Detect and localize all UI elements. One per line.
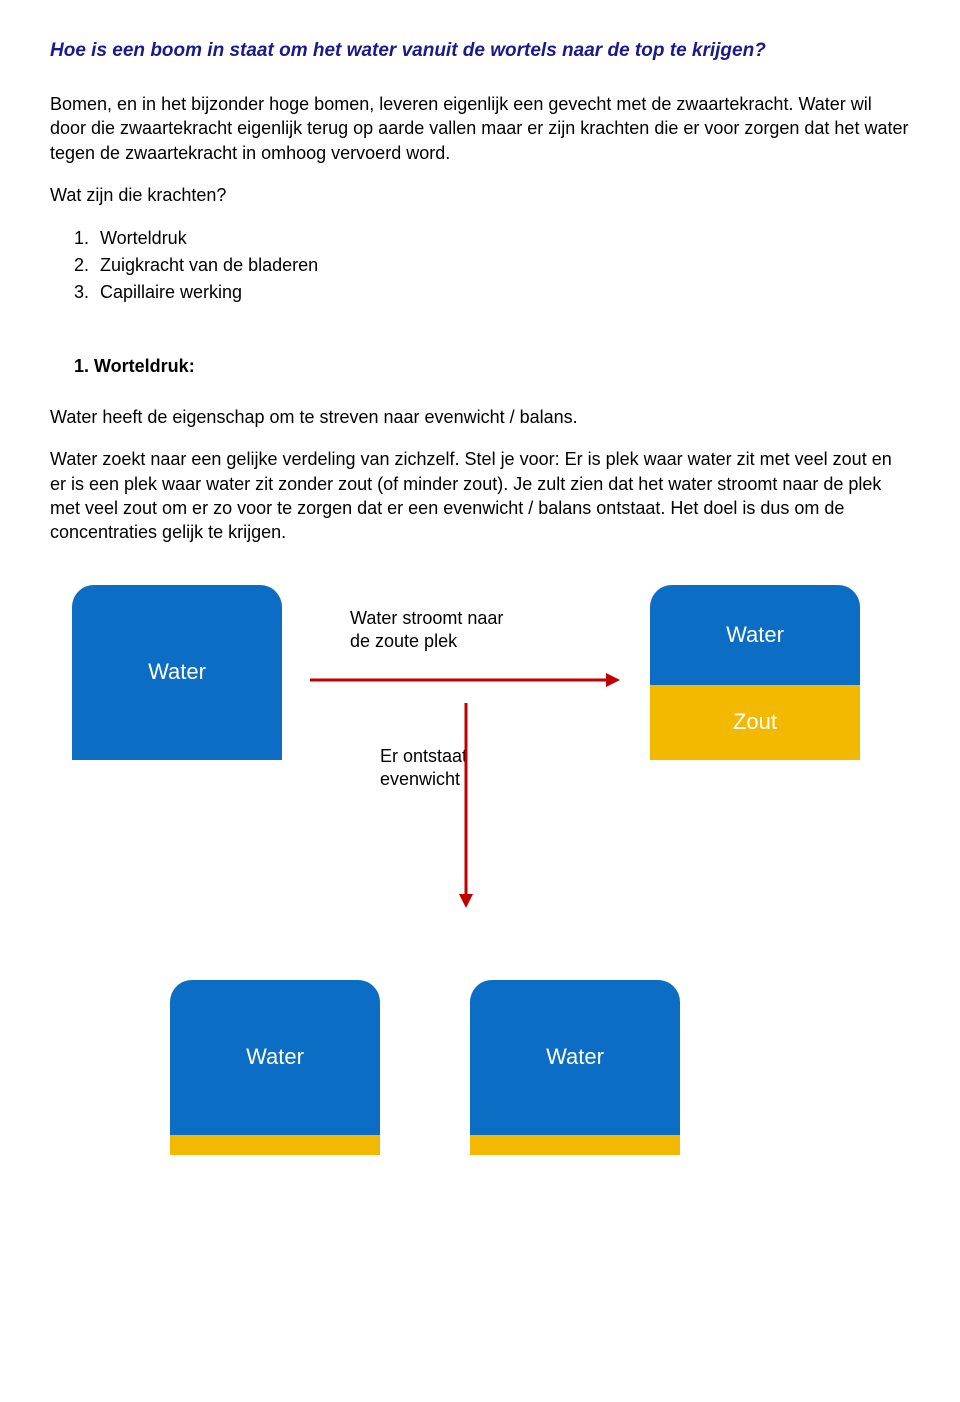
paragraph-3: Water zoekt naar een gelijke verdeling v… — [50, 447, 910, 544]
question-forces: Wat zijn die krachten? — [50, 183, 910, 207]
salt-layer — [470, 1135, 680, 1155]
arrow-right-icon — [310, 671, 620, 689]
salt-layer: Zout — [650, 685, 860, 760]
paragraph-2: Water heeft de eigenschap om te streven … — [50, 405, 910, 429]
arrow-down-icon — [457, 703, 475, 908]
forces-list: 1. Worteldruk 2. Zuigkracht van de blade… — [74, 225, 910, 306]
salt-layer — [170, 1135, 380, 1155]
water-layer: Water — [650, 585, 860, 685]
water-layer: Water — [470, 980, 680, 1135]
flow-label: Water stroomt naar de zoute plek — [350, 607, 503, 654]
flow-label-line2: de zoute plek — [350, 631, 457, 651]
water-label: Water — [546, 1044, 604, 1070]
list-text: Capillaire werking — [100, 279, 242, 306]
salt-label: Zout — [733, 709, 777, 735]
section-heading: 1. Worteldruk: — [74, 356, 910, 377]
list-text: Zuigkracht van de bladeren — [100, 252, 318, 279]
page-title: Hoe is een boom in staat om het water va… — [50, 40, 910, 62]
list-item: 2. Zuigkracht van de bladeren — [74, 252, 910, 279]
list-number: 2. — [74, 252, 100, 279]
water-label: Water — [148, 659, 206, 685]
equilibrium-label-line1: Er ontstaat — [380, 746, 467, 766]
paragraph-intro: Bomen, en in het bijzonder hoge bomen, l… — [50, 92, 910, 165]
list-item: 1. Worteldruk — [74, 225, 910, 252]
box-water-salt-right: Water Zout — [650, 585, 860, 760]
flow-label-line1: Water stroomt naar — [350, 608, 503, 628]
box-water-bottom-right: Water — [470, 980, 680, 1155]
list-item: 3. Capillaire werking — [74, 279, 910, 306]
box-water-bottom-left: Water — [170, 980, 380, 1155]
box-water-left: Water — [72, 585, 282, 760]
water-label: Water — [726, 622, 784, 648]
equilibrium-label-line2: evenwicht — [380, 769, 460, 789]
water-layer: Water — [170, 980, 380, 1135]
equilibrium-label: Er ontstaat evenwicht — [380, 745, 467, 792]
list-number: 1. — [74, 225, 100, 252]
osmosis-diagram: Water Water Zout Water stroomt naar de z… — [50, 585, 910, 1145]
list-text: Worteldruk — [100, 225, 187, 252]
list-number: 3. — [74, 279, 100, 306]
water-label: Water — [246, 1044, 304, 1070]
water-layer: Water — [72, 585, 282, 760]
